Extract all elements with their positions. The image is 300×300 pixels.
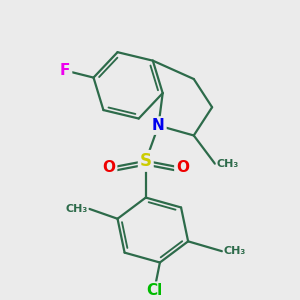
Text: O: O (103, 160, 116, 175)
Text: N: N (152, 118, 165, 133)
Text: Cl: Cl (146, 283, 162, 298)
Text: CH₃: CH₃ (216, 159, 238, 169)
Text: F: F (60, 63, 70, 78)
Text: O: O (176, 160, 189, 175)
Text: S: S (140, 152, 152, 170)
Text: CH₃: CH₃ (66, 204, 88, 214)
Text: CH₃: CH₃ (224, 246, 246, 256)
